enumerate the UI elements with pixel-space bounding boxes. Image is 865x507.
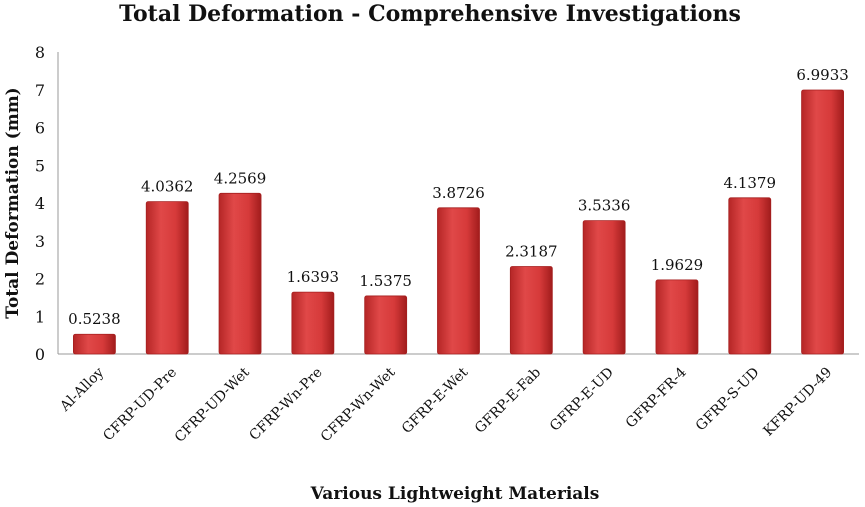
y-tick-label: 6	[35, 119, 45, 138]
data-label: 3.8726	[432, 184, 485, 202]
category-label: GFRP-S-UD	[693, 365, 763, 435]
bars	[73, 89, 844, 355]
bar	[218, 192, 262, 355]
data-labels: 0.5238 4.0362 4.2569 1.6393 1.5375 3.8726 2.31…	[68, 66, 849, 328]
bar	[291, 291, 335, 355]
category-label: GFRP-E-Wet	[399, 364, 472, 437]
y-tick-label: 1	[35, 307, 45, 326]
category-label: KFRP-UD-49	[761, 365, 836, 440]
bar	[73, 333, 116, 355]
y-tick-label: 4	[35, 194, 45, 213]
bar	[509, 266, 553, 355]
category-label: GFRP-FR-4	[623, 364, 690, 431]
y-ticks: 0 1 2 3 4 5 6 7 8	[35, 43, 45, 364]
bar	[364, 295, 408, 355]
x-axis-title: Various Lightweight Materials	[310, 484, 600, 504]
category-label: GFRP-E-UD	[547, 365, 617, 435]
category-label: CFRP-UD-Pre	[100, 365, 180, 445]
data-label: 4.1379	[724, 174, 777, 192]
y-tick-label: 8	[35, 43, 45, 62]
y-tick-label: 5	[35, 156, 45, 175]
data-label: 2.3187	[505, 242, 558, 260]
y-tick-label: 2	[35, 270, 45, 289]
bar	[728, 197, 772, 355]
category-labels: Al-AlloyCFRP-UD-PreCFRP-UD-WetCFRP-Wn-Pr…	[57, 364, 836, 445]
bar	[145, 201, 189, 355]
category-label: GFRP-E-Fab	[472, 364, 544, 436]
category-label: CFRP-Wn-Pre	[246, 365, 325, 444]
y-axis-title: Total Deformation (mm)	[3, 87, 23, 318]
category-label: CFRP-UD-Wet	[172, 364, 253, 445]
bar	[582, 220, 626, 355]
y-tick-label: 0	[35, 345, 45, 364]
category-label: CFRP-Wn-Wet	[318, 364, 399, 445]
category-label: Al-Alloy	[57, 364, 108, 415]
data-label: 4.2569	[214, 169, 267, 187]
data-label: 1.5375	[359, 272, 412, 290]
data-label: 4.0362	[141, 178, 194, 196]
data-label: 1.9629	[651, 256, 704, 274]
data-label: 3.5336	[578, 197, 631, 215]
chart-title: Total Deformation - Comprehensive Invest…	[119, 1, 741, 27]
data-label: 1.6393	[287, 268, 340, 286]
data-label: 6.9933	[796, 66, 849, 84]
data-label: 0.5238	[68, 310, 121, 328]
bar	[801, 89, 844, 355]
bar	[655, 279, 699, 355]
y-tick-label: 3	[35, 232, 45, 251]
bar	[437, 207, 480, 355]
y-tick-label: 7	[35, 81, 45, 100]
